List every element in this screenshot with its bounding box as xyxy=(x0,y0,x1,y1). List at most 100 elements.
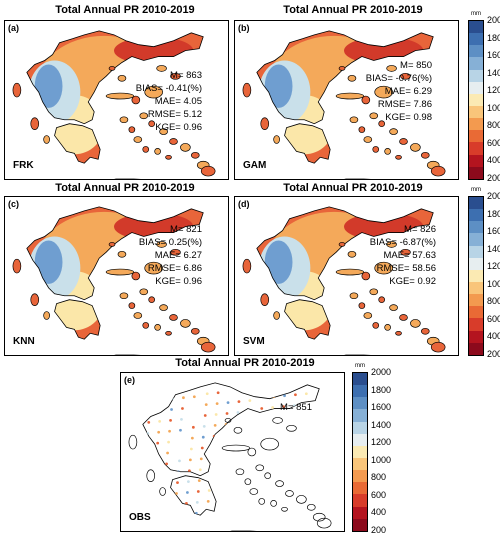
colorbar-tick-label: 1000 xyxy=(371,454,392,465)
colorbar-tick-label: 2000 xyxy=(487,191,500,201)
model-label-c: KNN xyxy=(13,336,35,347)
colorbar-tick-label: 1200 xyxy=(371,437,392,448)
stat-kge: KGE= 0.98 xyxy=(385,112,432,123)
panel-letter-d: (d) xyxy=(238,199,250,209)
colorbar-segment xyxy=(353,373,367,386)
colorbar-tick-label: 2000 xyxy=(487,15,500,25)
stat-mae: MAE= 6.27 xyxy=(154,250,202,261)
panel-title-b: Total Annual PR 2010-2019 xyxy=(283,4,423,16)
colorbar-segment xyxy=(469,221,483,234)
panel-letter-b: (b) xyxy=(238,23,250,33)
colorbar-segment xyxy=(469,245,483,258)
stat-kge: KGE= 0.92 xyxy=(389,276,436,287)
stat-mean: M= 850 xyxy=(400,60,432,71)
stats-c: M= 821 BIAS= 0.25(%) MAE= 6.27 RMSE= 6.8… xyxy=(139,223,202,288)
colorbar-segment xyxy=(469,57,483,70)
colorbar-unit-middle: mm xyxy=(471,187,481,193)
map-panel-b: (b) GAM M= 850 BIAS= -0.76(%) MAE= 6.29 … xyxy=(234,20,459,180)
stat-mae: MAE= 57.63 xyxy=(383,250,436,261)
greece-map xyxy=(12,206,216,355)
greece-map xyxy=(12,30,216,179)
colorbar-tick-label: 1200 xyxy=(487,261,500,272)
colorbar-middle xyxy=(468,196,484,356)
stat-mae: MAE= 4.05 xyxy=(154,96,202,107)
greece-map xyxy=(128,382,332,531)
colorbar-segment xyxy=(469,294,483,307)
colorbar-segment xyxy=(469,209,483,222)
colorbar-segment xyxy=(353,433,367,446)
stat-bias: BIAS= 0.25(%) xyxy=(138,237,202,248)
colorbar-tick-label: 1400 xyxy=(371,419,392,430)
map-panel-a: (a) FRK M= 863 BIAS= -0.41(%) MAE= 4.05 … xyxy=(4,20,229,180)
colorbar-tick-label: 600 xyxy=(487,313,500,324)
colorbar-tick-label: 400 xyxy=(371,507,387,518)
colorbar-tick-label: 1200 xyxy=(487,85,500,96)
colorbar-tick-label: 1800 xyxy=(371,384,392,395)
colorbar-tick-label: 2000 xyxy=(371,367,392,377)
map-panel-c: (c) KNN M= 821 BIAS= 0.25(%) MAE= 6.27 R… xyxy=(4,196,229,356)
greece-map xyxy=(242,30,446,179)
colorbar-segment xyxy=(469,81,483,94)
colorbar-segment xyxy=(469,257,483,270)
colorbar-segment xyxy=(469,306,483,319)
colorbar-segment xyxy=(469,154,483,167)
colorbar-unit-top: mm xyxy=(471,11,481,17)
stats-a: M= 863 BIAS= -0.41(%) MAE= 4.05 RMSE= 5.… xyxy=(136,69,202,134)
colorbar-tick-label: 800 xyxy=(487,120,500,131)
panel-title-d: Total Annual PR 2010-2019 xyxy=(283,182,423,194)
colorbar-segment xyxy=(469,45,483,58)
colorbar-segment xyxy=(469,93,483,106)
stat-mean: M= 863 xyxy=(170,70,202,81)
colorbar-segment xyxy=(469,318,483,331)
stat-rmse: RMSE= 7.86 xyxy=(377,99,432,110)
colorbar-tick-label: 600 xyxy=(487,137,500,148)
colorbar-segment xyxy=(469,118,483,131)
stat-bias: BIAS= -0.41(%) xyxy=(135,83,202,94)
stat-rmse: RMSE= 58.56 xyxy=(376,263,436,274)
colorbar-tick-label: 400 xyxy=(487,331,500,342)
panel-title-a: Total Annual PR 2010-2019 xyxy=(55,4,195,16)
colorbar-segment xyxy=(469,233,483,246)
stat-mean: M= 826 xyxy=(404,224,436,235)
stat-rmse: RMSE= 6.86 xyxy=(147,263,202,274)
model-label-b: GAM xyxy=(243,160,267,171)
stat-mean: M= 821 xyxy=(170,224,202,235)
colorbar-segment xyxy=(469,142,483,155)
stat-mae: MAE= 6.29 xyxy=(384,86,432,97)
panel-letter-e: (e) xyxy=(124,375,135,385)
colorbar-top xyxy=(468,20,484,180)
stat-bias: BIAS= -0.76(%) xyxy=(365,73,432,84)
colorbar-segment xyxy=(469,33,483,46)
colorbar-segment xyxy=(353,409,367,422)
panel-title-c: Total Annual PR 2010-2019 xyxy=(55,182,195,194)
panel-letter-c: (c) xyxy=(8,199,19,209)
stats-d: M= 826 BIAS= -6.87(%) MAE= 57.63 RMSE= 5… xyxy=(370,223,436,288)
stats-e: M= 851 xyxy=(280,401,312,414)
colorbar-bottom xyxy=(352,372,368,532)
colorbar-tick-label: 800 xyxy=(371,472,387,483)
colorbar-segment xyxy=(353,385,367,398)
colorbar-segment xyxy=(353,482,367,495)
panel-title-e: Total Annual PR 2010-2019 xyxy=(175,357,315,369)
colorbar-unit-bottom: mm xyxy=(355,363,365,369)
stats-b: M= 850 BIAS= -0.76(%) MAE= 6.29 RMSE= 7.… xyxy=(366,59,432,124)
stat-kge: KGE= 0.96 xyxy=(155,122,202,133)
stat-kge: KGE= 0.96 xyxy=(155,276,202,287)
colorbar-tick-label: 1800 xyxy=(487,32,500,43)
colorbar-tick-label: 1400 xyxy=(487,67,500,78)
colorbar-segment xyxy=(353,397,367,410)
colorbar-tick-label: 600 xyxy=(371,489,387,500)
colorbar-segment xyxy=(469,197,483,210)
model-label-e: OBS xyxy=(129,512,151,523)
stat-rmse: RMSE= 5.12 xyxy=(147,109,202,120)
colorbar-tick-label: 1600 xyxy=(487,226,500,237)
colorbar-segment xyxy=(469,342,483,355)
model-label-a: FRK xyxy=(13,160,34,171)
model-label-d: SVM xyxy=(243,336,265,347)
colorbar-tick-label: 1000 xyxy=(487,278,500,289)
colorbar-segment xyxy=(469,330,483,343)
colorbar-segment xyxy=(353,457,367,471)
colorbar-segment xyxy=(469,130,483,143)
map-panel-e: (e) OBS M= 851 xyxy=(120,372,345,532)
greece-map xyxy=(242,206,446,355)
